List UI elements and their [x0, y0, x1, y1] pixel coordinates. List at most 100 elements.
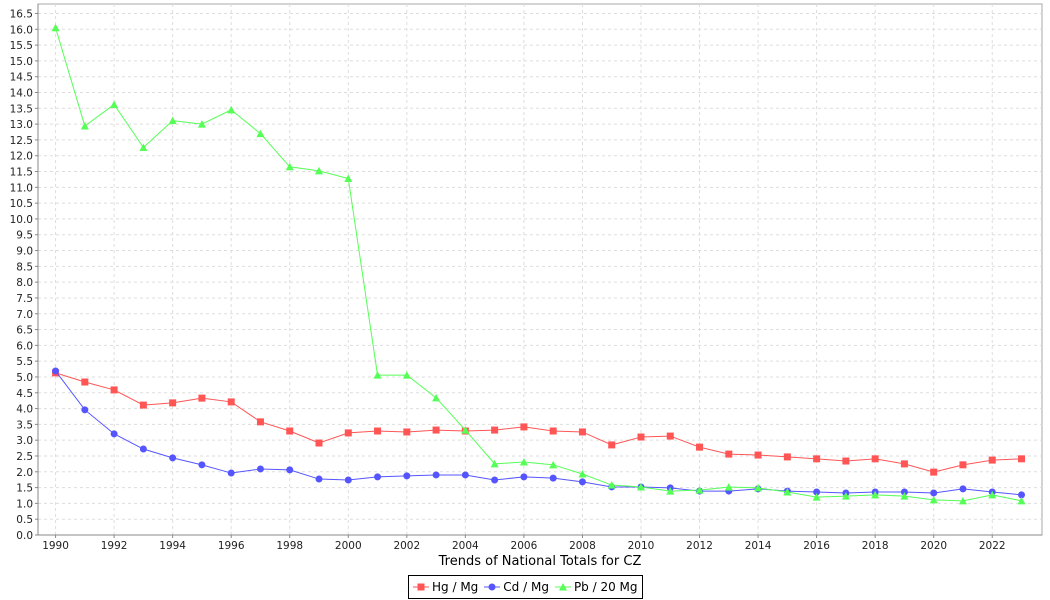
- data-point-pb: [666, 487, 675, 495]
- data-point-cd: [286, 466, 294, 474]
- data-point-pb: [812, 493, 821, 501]
- data-point-pb: [197, 120, 206, 128]
- data-point-cd: [344, 476, 352, 484]
- data-point-hg: [198, 394, 206, 402]
- data-point-cd: [256, 465, 264, 473]
- data-point-hg: [900, 460, 908, 468]
- x-tick-label: 2010: [628, 540, 655, 552]
- x-tick-label: 2006: [511, 540, 538, 552]
- data-point-hg: [169, 399, 177, 407]
- data-point-pb: [168, 116, 177, 125]
- y-tick-label: 4.0: [16, 404, 33, 416]
- data-point-pb: [402, 371, 411, 379]
- y-tick-label: 16.0: [10, 24, 33, 36]
- legend-circle-icon: [484, 583, 501, 591]
- data-point-hg: [783, 453, 791, 461]
- data-point-hg: [81, 378, 89, 386]
- data-point-cd: [169, 454, 177, 462]
- legend-marker: [488, 583, 496, 591]
- y-tick-label: 4.5: [16, 388, 33, 400]
- data-point-hg: [286, 427, 294, 435]
- y-tick-label: 10.0: [10, 214, 33, 226]
- data-point-cd: [227, 469, 235, 477]
- data-point-pb: [461, 426, 470, 434]
- data-point-pb: [1017, 496, 1026, 505]
- y-tick-label: 1.5: [16, 483, 33, 495]
- legend-square-icon: [413, 583, 429, 591]
- data-point-cd: [403, 472, 411, 480]
- x-tick-label: 1998: [276, 540, 303, 552]
- x-tick-label: 2002: [393, 540, 420, 552]
- data-point-pb: [432, 393, 441, 402]
- x-tick-label: 2008: [569, 540, 596, 552]
- y-tick-label: 16.5: [10, 8, 33, 20]
- data-point-pb: [754, 483, 763, 492]
- data-point-pb: [929, 495, 938, 504]
- series-layer: [51, 23, 1026, 505]
- legend-item: Cd / Mg: [484, 580, 549, 594]
- y-tick-label: 5.5: [16, 356, 33, 368]
- y-tick-label: 6.5: [16, 325, 33, 337]
- data-point-pb: [256, 129, 265, 138]
- legend-item: Hg / Mg: [413, 580, 478, 594]
- series-pb: [51, 23, 1026, 505]
- y-tick-label: 3.5: [16, 419, 33, 431]
- y-tick-label: 2.5: [16, 451, 33, 463]
- data-point-hg: [666, 432, 674, 440]
- data-point-hg: [491, 426, 499, 434]
- data-point-pb: [900, 492, 909, 500]
- data-point-cd: [461, 471, 469, 479]
- y-tick-label: 0.5: [16, 514, 33, 526]
- y-tick-label: 8.5: [16, 261, 33, 273]
- legend-label: Pb / 20 Mg: [573, 580, 638, 594]
- data-point-cd: [81, 406, 89, 414]
- data-point-cd: [520, 473, 528, 481]
- legend-label: Cd / Mg: [503, 580, 549, 594]
- series-line-cd: [55, 370, 1022, 496]
- legend-marker: [417, 583, 425, 591]
- data-point-hg: [374, 427, 382, 435]
- data-point-hg: [871, 455, 879, 463]
- data-point-pb: [607, 481, 616, 489]
- data-point-cd: [52, 367, 60, 375]
- data-point-pb: [988, 490, 997, 499]
- x-tick-label: 2018: [862, 540, 889, 552]
- data-point-pb: [51, 23, 60, 32]
- x-tick-label: 1992: [101, 540, 128, 552]
- data-point-hg: [110, 386, 118, 394]
- x-tick-label: 1994: [159, 540, 186, 552]
- line-chart: 0.0 0.5 1.0 1.5 2.0 2.5 3.0 3.5 4.0 4.5 5.0 5.5 6.0 6…: [10, 3, 1043, 569]
- data-point-hg: [344, 429, 352, 437]
- data-point-cd: [930, 489, 938, 497]
- series-line-pb: [55, 27, 1022, 502]
- data-point-pb: [490, 459, 499, 468]
- data-point-hg: [432, 426, 440, 434]
- data-point-cd: [813, 488, 821, 496]
- x-tick-label: 2014: [745, 540, 772, 552]
- x-tick-label: 1990: [42, 540, 69, 552]
- data-point-cd: [315, 475, 323, 483]
- x-tick-label: 2020: [920, 540, 947, 552]
- y-tick-label: 0.0: [16, 530, 33, 542]
- y-tick-label: 15.5: [10, 40, 33, 52]
- data-point-pb: [549, 460, 558, 469]
- data-point-hg: [139, 401, 147, 409]
- data-point-hg: [637, 433, 645, 441]
- data-point-hg: [520, 423, 528, 431]
- legend-item: Pb / 20 Mg: [554, 580, 638, 594]
- data-point-cd: [1018, 491, 1026, 499]
- y-tick-label: 12.5: [10, 135, 33, 147]
- y-tick-label: 3.0: [16, 435, 33, 447]
- y-tick-label: 11.0: [10, 182, 33, 194]
- data-point-hg: [1018, 455, 1026, 463]
- y-tick-label: 8.0: [16, 277, 33, 289]
- series-line-hg: [55, 372, 1022, 473]
- data-point-pb: [724, 482, 733, 491]
- grid: [37, 3, 1043, 536]
- legend-marker: [558, 583, 567, 591]
- x-tick-label: 2016: [803, 540, 830, 552]
- data-point-pb: [783, 488, 792, 496]
- data-point-cd: [139, 445, 147, 453]
- x-tick-label: 2012: [686, 540, 713, 552]
